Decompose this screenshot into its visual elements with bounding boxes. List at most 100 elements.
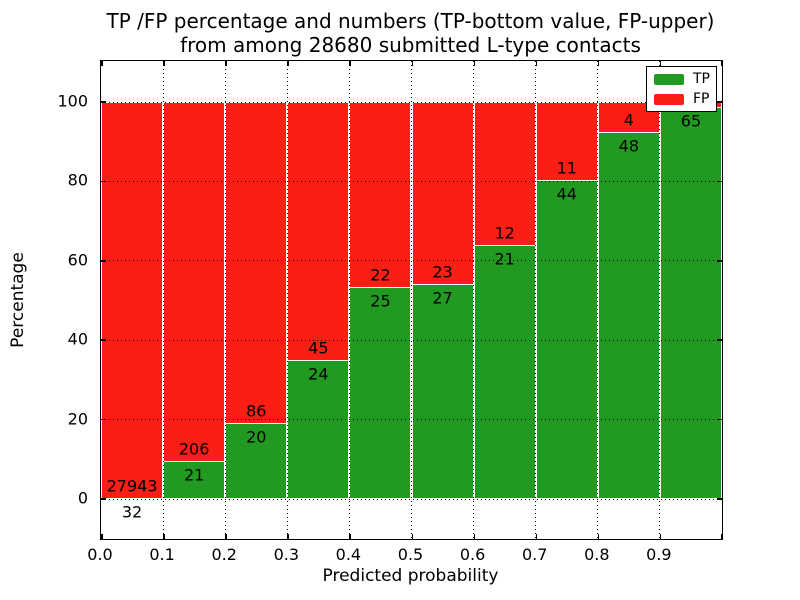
fp-bar-segment	[349, 102, 412, 288]
v-gridline	[224, 61, 226, 539]
y-tick-mark	[101, 180, 106, 183]
y-tick-label: 0	[77, 488, 88, 508]
tp-count-label: 24	[308, 364, 329, 384]
fp-bar-segment	[535, 102, 598, 182]
tp-count-label: 25	[370, 291, 391, 311]
x-tick-mark	[349, 534, 351, 539]
x-tick-mark	[535, 534, 538, 539]
y-tick-mark	[101, 418, 106, 421]
x-tick-mark	[659, 534, 662, 539]
fp-bar-segment	[411, 102, 474, 285]
fp-count-label: 22	[370, 265, 391, 285]
y-tick-mark	[717, 260, 722, 262]
fp-count-label: 206	[178, 439, 210, 459]
y-tick-mark	[717, 418, 722, 421]
x-tick-mark	[287, 61, 289, 66]
legend-label: FP	[693, 91, 710, 107]
y-tick-mark	[101, 339, 106, 341]
x-tick-label: 0.4	[335, 545, 362, 564]
y-tick-mark	[717, 101, 722, 103]
y-tick-mark	[717, 180, 722, 183]
tp-bar-segment	[473, 246, 536, 499]
tp-count-label: 48	[618, 136, 640, 156]
x-tick-mark	[597, 61, 600, 66]
tp-bar-segment	[163, 462, 226, 499]
x-tick-label: 0.2	[211, 545, 237, 564]
legend-item: TP	[654, 71, 714, 87]
y-tick-mark	[717, 498, 722, 500]
tp-bar-segment	[411, 284, 474, 499]
y-tick-mark	[717, 339, 722, 341]
x-tick-mark	[287, 534, 289, 539]
x-tick-mark	[535, 61, 538, 66]
x-tick-mark	[473, 61, 476, 66]
fp-count-label: 27943	[106, 476, 158, 496]
chart-title-line2: from among 28680 submitted L-type contac…	[180, 33, 641, 57]
y-tick-label: 100	[57, 91, 88, 111]
y-tick-label: 20	[67, 409, 88, 429]
x-tick-mark	[163, 534, 165, 539]
tp-bar-segment	[659, 108, 722, 499]
x-axis-label: Predicted probability	[322, 566, 499, 586]
x-tick-mark	[720, 534, 722, 539]
tp-count-label: 21	[183, 465, 205, 485]
x-tick-mark	[597, 534, 600, 539]
chart-title-line1: TP /FP percentage and numbers (TP-bottom…	[106, 9, 715, 33]
x-tick-mark	[225, 61, 227, 66]
x-tick-mark	[225, 534, 227, 539]
fp-count-label: 11	[556, 158, 577, 178]
v-gridline	[473, 61, 475, 539]
v-gridline	[286, 61, 288, 539]
fp-bar-segment	[101, 102, 164, 499]
y-tick-mark	[101, 260, 106, 262]
tp-count-label: 44	[556, 184, 577, 204]
y-tick-mark	[101, 101, 106, 103]
tp-count-label: 21	[494, 249, 515, 269]
fp-bar-segment	[287, 102, 350, 361]
fp-swatch-icon	[654, 94, 684, 105]
legend: TP FP	[646, 66, 717, 112]
x-tick-mark	[101, 61, 103, 66]
x-tick-label: 0.6	[459, 545, 486, 564]
v-gridline	[411, 61, 412, 539]
tp-count-label: 20	[246, 427, 267, 447]
legend-item: FP	[654, 91, 714, 107]
x-tick-label: 0.9	[646, 545, 672, 564]
x-tick-mark	[411, 61, 413, 66]
y-tick-mark	[101, 498, 106, 500]
fp-count-label: 45	[308, 338, 329, 358]
fp-bar-segment	[225, 102, 288, 425]
fp-bar-segment	[163, 102, 226, 463]
x-tick-label: 0.8	[584, 545, 610, 564]
x-tick-mark	[101, 534, 103, 539]
y-tick-label: 80	[67, 170, 88, 190]
v-gridline	[659, 61, 661, 539]
v-gridline	[597, 61, 599, 539]
tp-bar-segment	[287, 360, 350, 499]
x-tick-label: 0.1	[149, 545, 175, 564]
v-gridline	[348, 61, 350, 539]
tp-count-label: 32	[121, 502, 143, 522]
tp-count-label: 27	[432, 288, 453, 308]
x-tick-mark	[473, 534, 476, 539]
plot-area: 27943 32 206 21 86 20 45 24 22 25 23 27 12 21 11 44 4 48 6…	[100, 60, 723, 540]
tp-count-label: 65	[680, 111, 702, 131]
x-tick-label: 0.7	[521, 545, 548, 564]
legend-label: TP	[693, 71, 710, 87]
y-tick-label: 60	[67, 250, 88, 270]
fp-count-label: 86	[246, 401, 267, 421]
tp-bar-segment	[225, 424, 288, 499]
fp-bar-segment	[473, 102, 536, 247]
v-gridline	[535, 61, 537, 539]
x-tick-label: 0.0	[87, 545, 113, 564]
x-tick-mark	[659, 61, 662, 66]
tp-bar-segment	[597, 132, 660, 499]
tp-swatch-icon	[654, 74, 684, 85]
fp-count-label: 12	[494, 223, 515, 243]
y-axis-label: Percentage	[8, 252, 28, 348]
x-tick-mark	[163, 61, 165, 66]
x-tick-label: 0.3	[273, 545, 300, 564]
x-tick-mark	[411, 534, 413, 539]
x-tick-mark	[349, 61, 351, 66]
